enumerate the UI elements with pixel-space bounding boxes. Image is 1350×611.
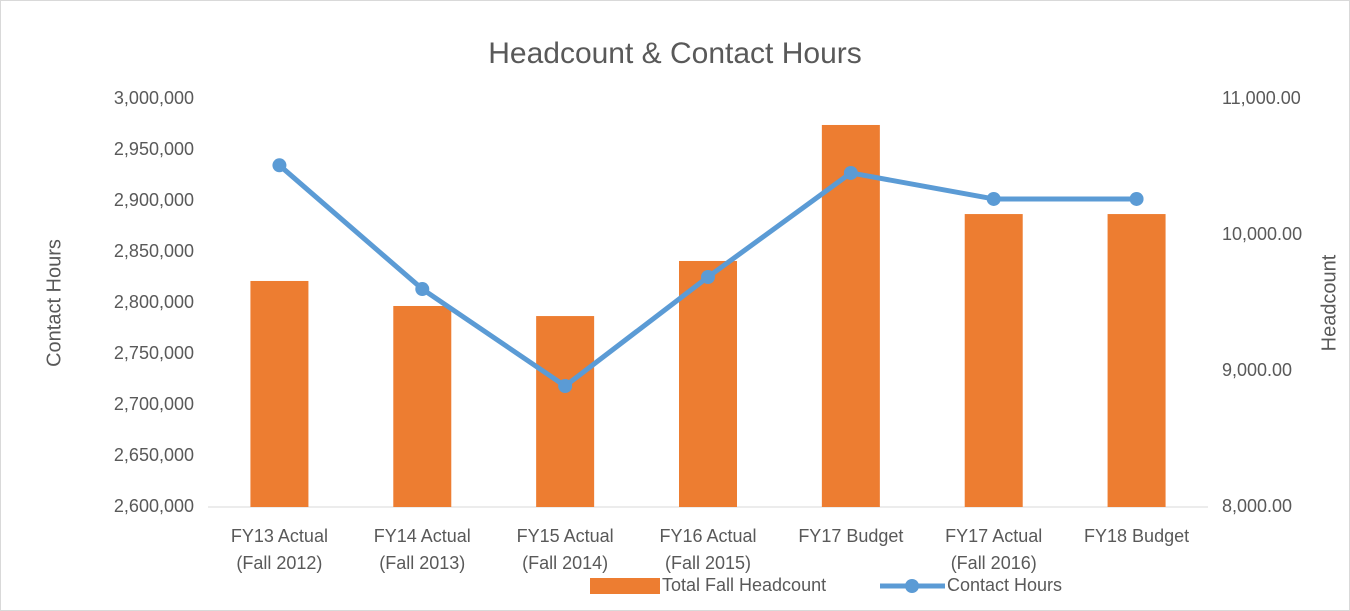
- x-tick-label: (Fall 2016): [951, 553, 1037, 573]
- y-tick-label: 2,700,000: [114, 394, 194, 414]
- y-tick-label: 3,000,000: [114, 88, 194, 108]
- x-tick-label: FY17 Budget: [798, 526, 903, 546]
- bar: [536, 316, 595, 507]
- x-tick-label: (Fall 2012): [236, 553, 322, 573]
- line-marker: [843, 165, 858, 180]
- bar: [821, 124, 880, 507]
- x-tick-label: FY14 Actual: [374, 526, 471, 546]
- x-tick-label: (Fall 2014): [522, 553, 608, 573]
- y2-tick-label: 8,000.00: [1222, 496, 1292, 516]
- bar: [964, 214, 1023, 507]
- x-tick-label: FY15 Actual: [517, 526, 614, 546]
- line-marker: [558, 379, 573, 394]
- bar: [1107, 214, 1166, 507]
- bar: [250, 280, 309, 507]
- bar: [679, 260, 737, 507]
- y2-tick-label: 10,000.00: [1222, 224, 1302, 244]
- y-tick-label: 2,900,000: [114, 190, 194, 210]
- y-tick-label: 2,650,000: [114, 445, 194, 465]
- legend-label: Total Fall Headcount: [662, 575, 826, 595]
- x-tick-label: FY16 Actual: [659, 526, 756, 546]
- x-tick-label: (Fall 2013): [379, 553, 465, 573]
- legend-label: Contact Hours: [947, 575, 1062, 595]
- y-tick-label: 2,850,000: [114, 241, 194, 261]
- y2-tick-label: 9,000.00: [1222, 360, 1292, 380]
- line-marker: [272, 158, 287, 173]
- line-marker: [986, 191, 1001, 206]
- x-tick-label: FY13 Actual: [231, 526, 328, 546]
- y-tick-label: 2,600,000: [114, 496, 194, 516]
- legend-marker: [905, 579, 919, 593]
- line-marker: [415, 282, 430, 297]
- y-tick-label: 2,950,000: [114, 139, 194, 159]
- line-marker: [701, 269, 715, 284]
- x-tick-label: FY18 Budget: [1084, 526, 1189, 546]
- y2-tick-label: 11,000.00: [1222, 88, 1301, 108]
- x-tick-label: FY17 Actual: [945, 526, 1042, 546]
- y-tick-label: 2,750,000: [114, 343, 194, 363]
- chart-title: Headcount & Contact Hours: [488, 37, 862, 70]
- legend-swatch: [590, 578, 660, 594]
- line-marker: [1129, 191, 1144, 206]
- y-axis-title: Contact Hours: [43, 239, 65, 367]
- x-tick-label: (Fall 2015): [665, 553, 751, 573]
- bar: [393, 305, 452, 507]
- y-tick-label: 2,800,000: [114, 292, 194, 312]
- y2-axis-title: Headcount: [1318, 254, 1340, 351]
